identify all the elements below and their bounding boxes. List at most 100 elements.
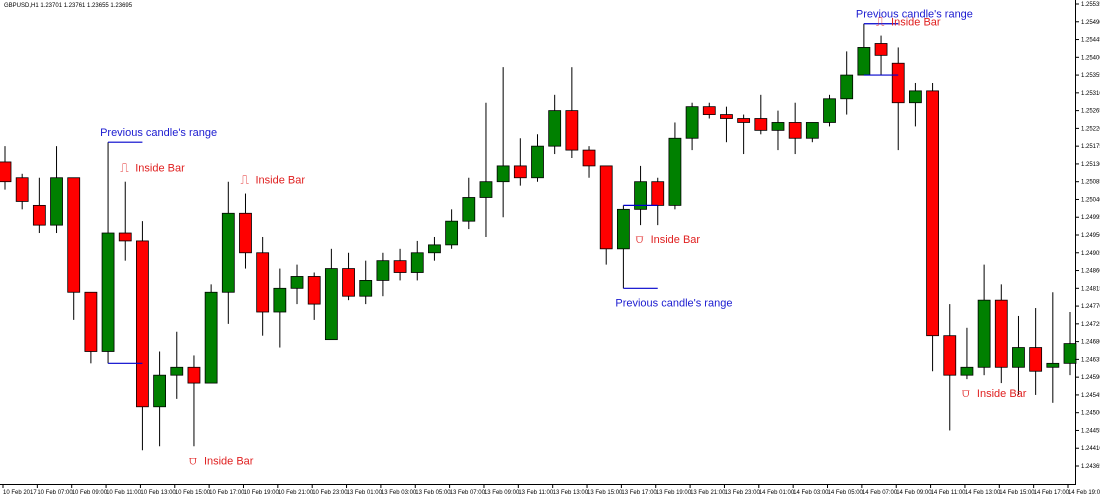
x-tick-label: 13 Feb 15:00	[587, 490, 623, 496]
candle-body	[805, 122, 819, 139]
y-tick-label: 1.24680	[1081, 340, 1100, 346]
candle-body	[101, 232, 115, 352]
y-tick-label: 1.24815	[1081, 286, 1100, 292]
candle	[616, 205, 630, 289]
candle-body	[1046, 362, 1060, 368]
candle	[187, 355, 201, 447]
y-tick-label: 1.25265	[1081, 109, 1100, 115]
candle-body	[909, 90, 922, 104]
candle-body	[479, 181, 493, 198]
candle	[685, 102, 699, 151]
candle	[754, 94, 768, 135]
range-label: Previous candle's range	[100, 127, 217, 139]
candle-body	[0, 161, 12, 183]
candle-body	[462, 197, 476, 222]
annotations-group: Previous candle's range⎍ Inside Bar⎍ Insid…	[100, 9, 1027, 468]
inside-bar-up-icon: ⎍	[120, 161, 129, 175]
x-tick-label: 10 Feb 07:00	[37, 490, 73, 496]
candle-body	[84, 291, 98, 352]
candle-body	[324, 268, 338, 341]
candle	[376, 252, 390, 297]
candle-body	[737, 118, 751, 123]
inside-bar-down-icon: ⩌	[636, 232, 644, 246]
candle	[1063, 312, 1077, 376]
candle	[823, 94, 836, 127]
candle	[805, 122, 819, 143]
candle	[1012, 315, 1025, 395]
x-tick-label: 13 Feb 05:00	[415, 490, 451, 496]
candle	[479, 102, 493, 237]
candle-body	[702, 106, 716, 115]
candle-body	[376, 260, 390, 281]
candle-body	[496, 165, 510, 183]
x-tick-label: 10 Feb 23:00	[312, 490, 348, 496]
candle	[702, 102, 716, 119]
candle-body	[943, 335, 957, 376]
y-tick-label: 1.24635	[1081, 357, 1100, 363]
x-tick-label: 14 Feb 11:00	[931, 490, 967, 496]
x-tick-label: 14 Feb 01:00	[759, 490, 795, 496]
inside-bar-annotation: ⎍ Inside Bar	[876, 15, 941, 29]
candle-body	[1063, 343, 1077, 364]
y-tick-label: 1.25355	[1081, 73, 1100, 79]
y-tick-label: 1.25220	[1081, 126, 1100, 132]
candle-body	[874, 43, 888, 56]
candle-body	[582, 149, 596, 167]
candle-body	[239, 212, 252, 254]
candle-body	[668, 137, 682, 206]
candle	[15, 173, 29, 210]
candle	[118, 181, 132, 261]
candle-body	[857, 47, 871, 76]
candle-body	[616, 208, 630, 250]
candle-body	[977, 299, 991, 368]
inside-bar-up-icon: ⎍	[240, 173, 249, 187]
candle	[239, 193, 252, 269]
inside-bar-label: Inside Bar	[977, 388, 1027, 400]
inside-bar-annotation: ⩌ Inside Bar	[636, 232, 701, 246]
candle-body	[273, 287, 287, 313]
x-tick-label: 13 Feb 11:00	[518, 490, 554, 496]
candle	[393, 248, 407, 281]
candle	[720, 106, 733, 143]
candle	[1046, 292, 1060, 403]
y-tick-label: 1.25130	[1081, 162, 1100, 168]
candle	[994, 284, 1008, 384]
candle	[84, 291, 98, 364]
candle-body	[32, 204, 46, 226]
candle-body	[720, 114, 733, 119]
y-tick-label: 1.25445	[1081, 38, 1100, 44]
candle-body	[256, 252, 270, 313]
candle-body	[685, 106, 699, 139]
candle	[788, 102, 802, 155]
x-tick-label: 10 Feb 2017	[3, 490, 37, 496]
candle-body	[960, 366, 974, 376]
candle	[840, 51, 854, 115]
inside-bar-annotation: ⩌ Inside Bar	[189, 453, 254, 467]
inside-bar-up-icon: ⎍	[876, 15, 885, 29]
candle-body	[788, 122, 802, 139]
x-tick-label: 13 Feb 09:00	[484, 490, 520, 496]
candle-body	[1029, 347, 1043, 372]
candle	[651, 177, 665, 226]
candle-body	[204, 291, 218, 384]
candle	[771, 110, 785, 151]
candle	[153, 351, 166, 447]
candle	[531, 134, 544, 182]
candle	[307, 272, 321, 320]
candle-body	[823, 98, 836, 123]
x-tick-label: 14 Feb 13:00	[965, 490, 1001, 496]
candle	[342, 252, 355, 301]
candle	[101, 142, 115, 364]
candle	[634, 165, 647, 226]
y-tick-label: 1.25310	[1081, 91, 1100, 97]
y-tick-label: 1.24545	[1081, 393, 1100, 399]
x-tick-label: 10 Feb 11:00	[106, 490, 142, 496]
candle	[67, 177, 81, 320]
candle-body	[513, 165, 527, 179]
candles-group	[0, 23, 1077, 451]
candle-body	[118, 232, 132, 242]
candle	[582, 146, 596, 178]
y-tick-label: 1.24500	[1081, 411, 1100, 417]
x-tick-label: 13 Feb 13:00	[553, 490, 589, 496]
